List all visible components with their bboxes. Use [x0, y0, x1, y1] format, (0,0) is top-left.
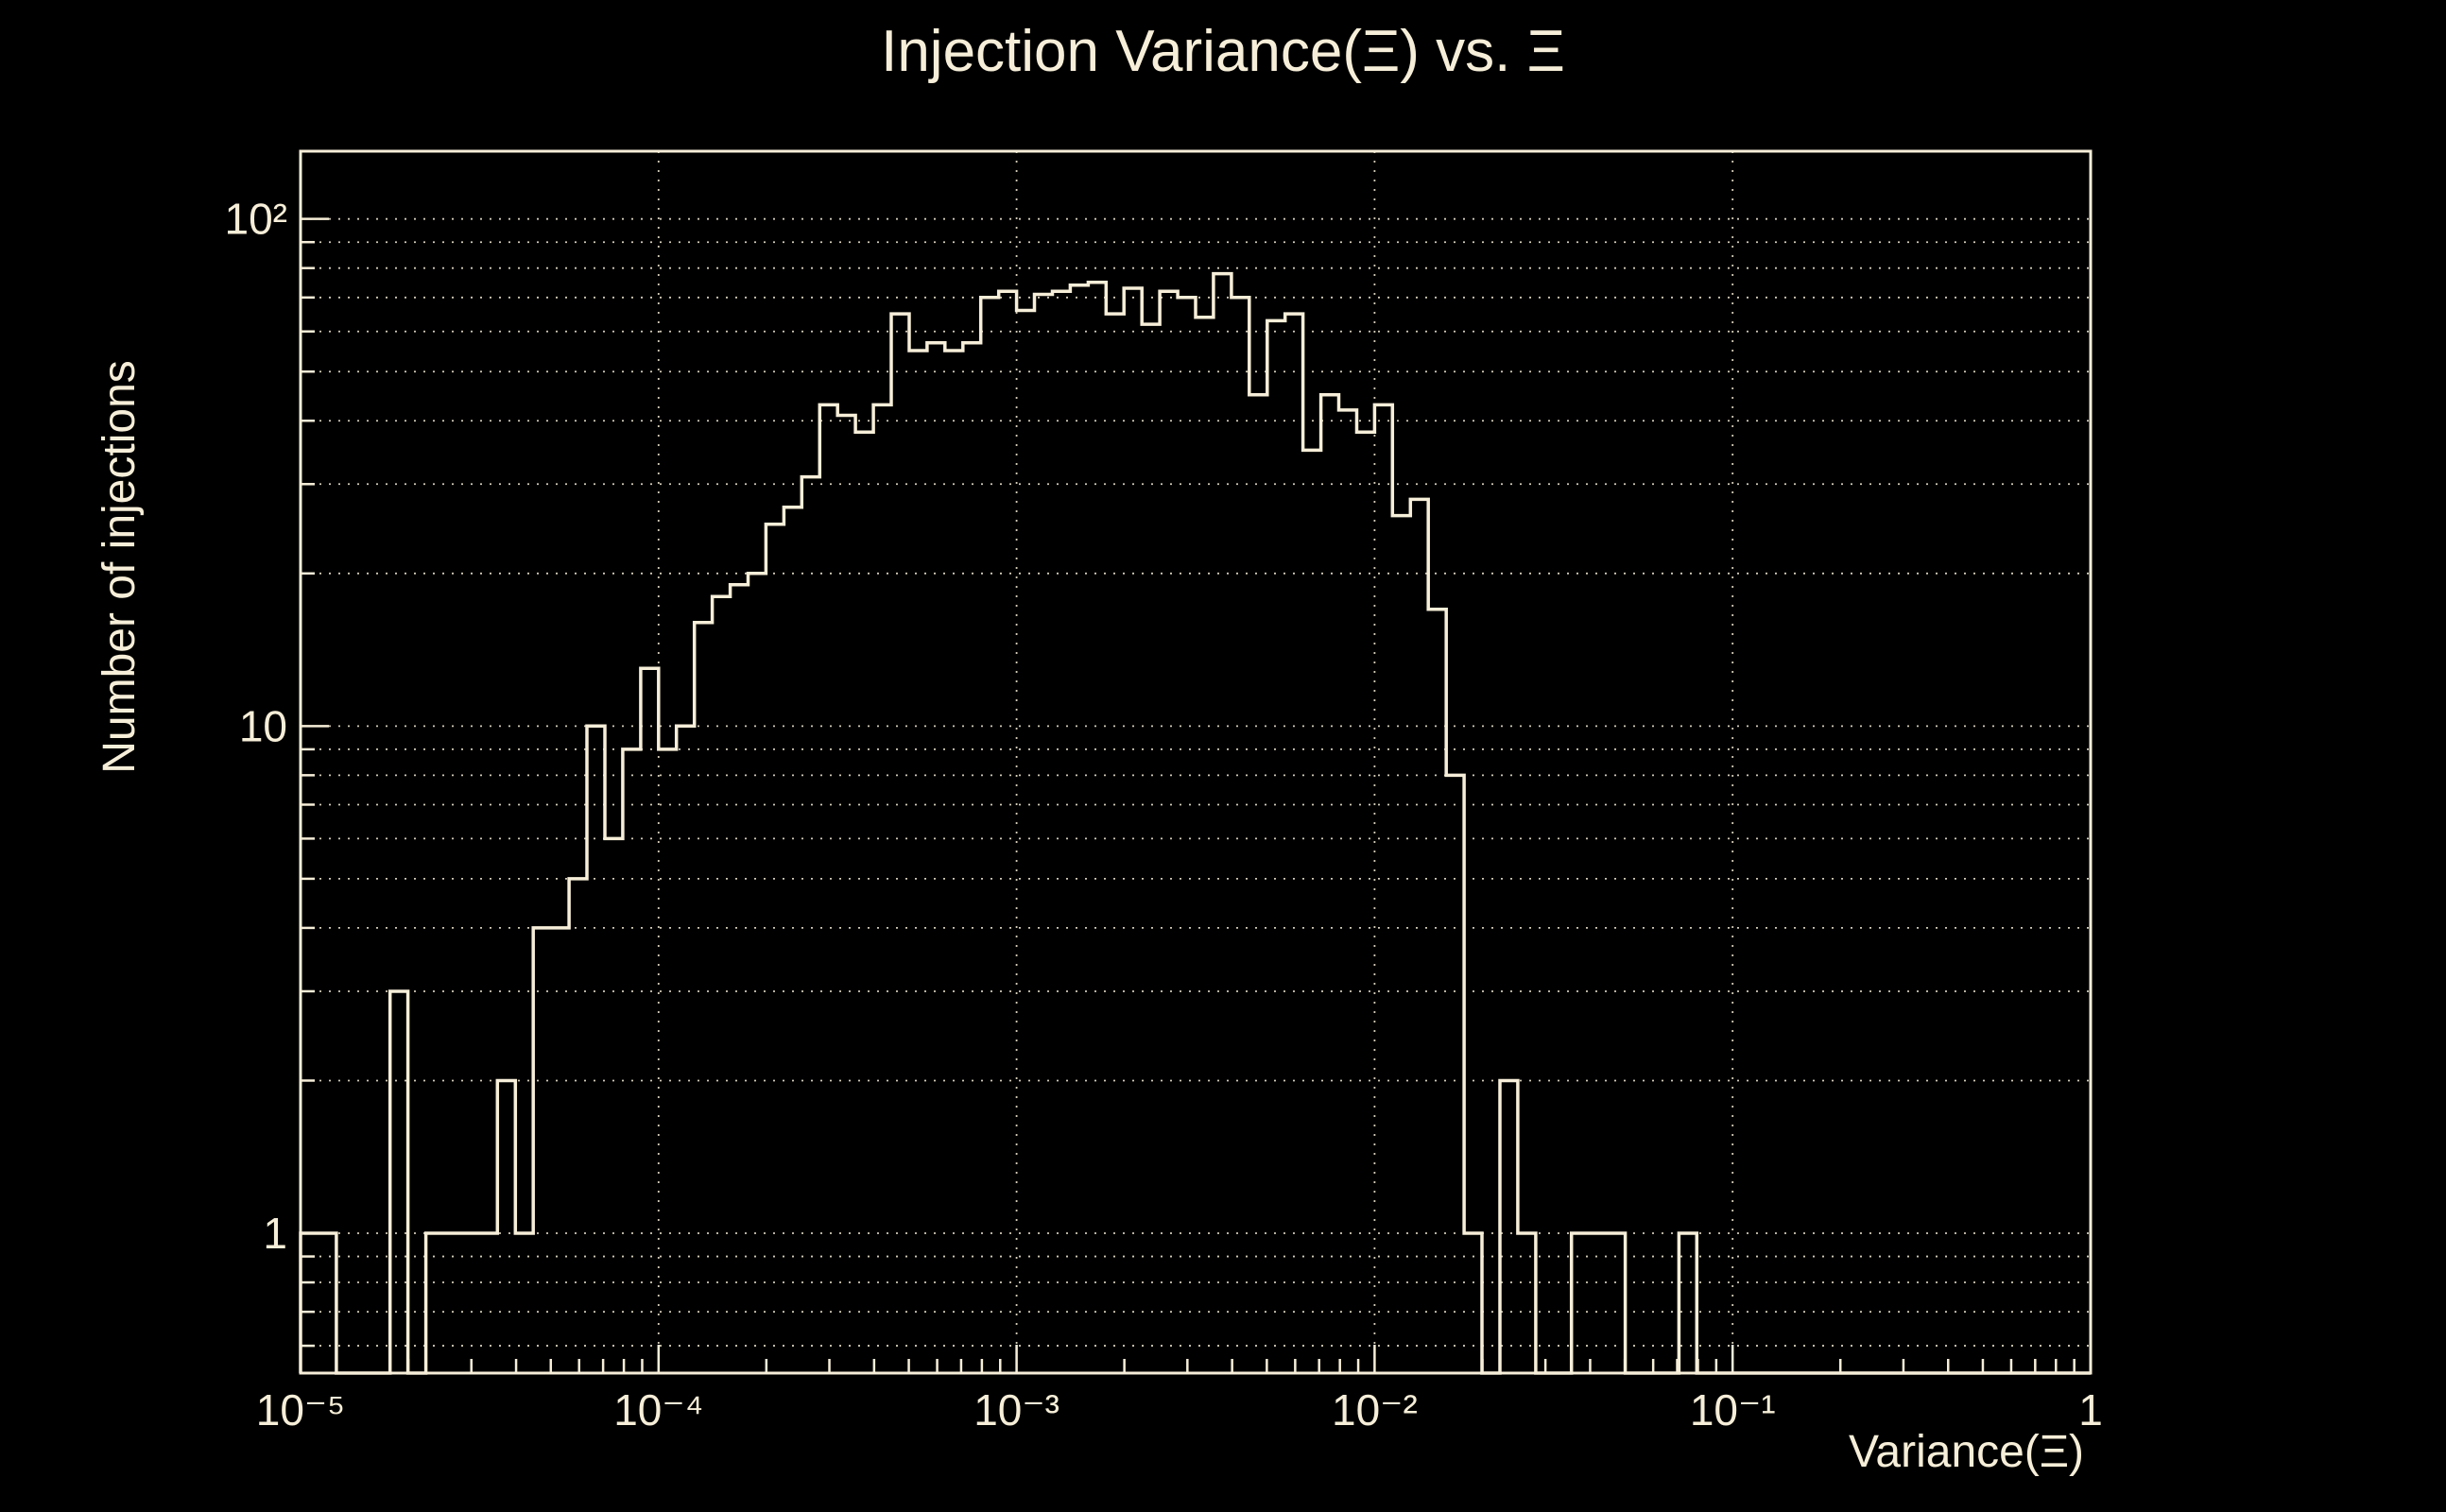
- x-tick-label: 10⁻¹: [1690, 1385, 1776, 1435]
- axis-ticks: [299, 217, 2093, 1373]
- y-tick-label: 10²: [225, 195, 287, 244]
- chart-title: Injection Variance(Ξ) vs. Ξ: [881, 19, 1565, 84]
- x-axis-title: Variance(Ξ): [1849, 1427, 2084, 1477]
- x-tick-label: 10⁻²: [1332, 1385, 1418, 1435]
- y-tick-label: 10: [239, 701, 287, 750]
- grid-lines: [300, 151, 2092, 1373]
- y-axis-title: Number of injections: [95, 360, 145, 774]
- axis-tick-labels: 10⁻⁵ 10⁻⁴ 10⁻³ 10⁻² 10⁻¹ 1 10² 10 1: [225, 195, 2103, 1435]
- x-tick-label: 10⁻³: [973, 1385, 1059, 1435]
- x-tick-label: 1: [2078, 1385, 2103, 1435]
- y-tick-label: 1: [263, 1209, 287, 1258]
- x-tick-label: 10⁻⁵: [256, 1385, 346, 1435]
- histogram-line: [299, 271, 2091, 1375]
- x-tick-label: 10⁻⁴: [613, 1385, 703, 1435]
- plot-frame: [299, 149, 2093, 1375]
